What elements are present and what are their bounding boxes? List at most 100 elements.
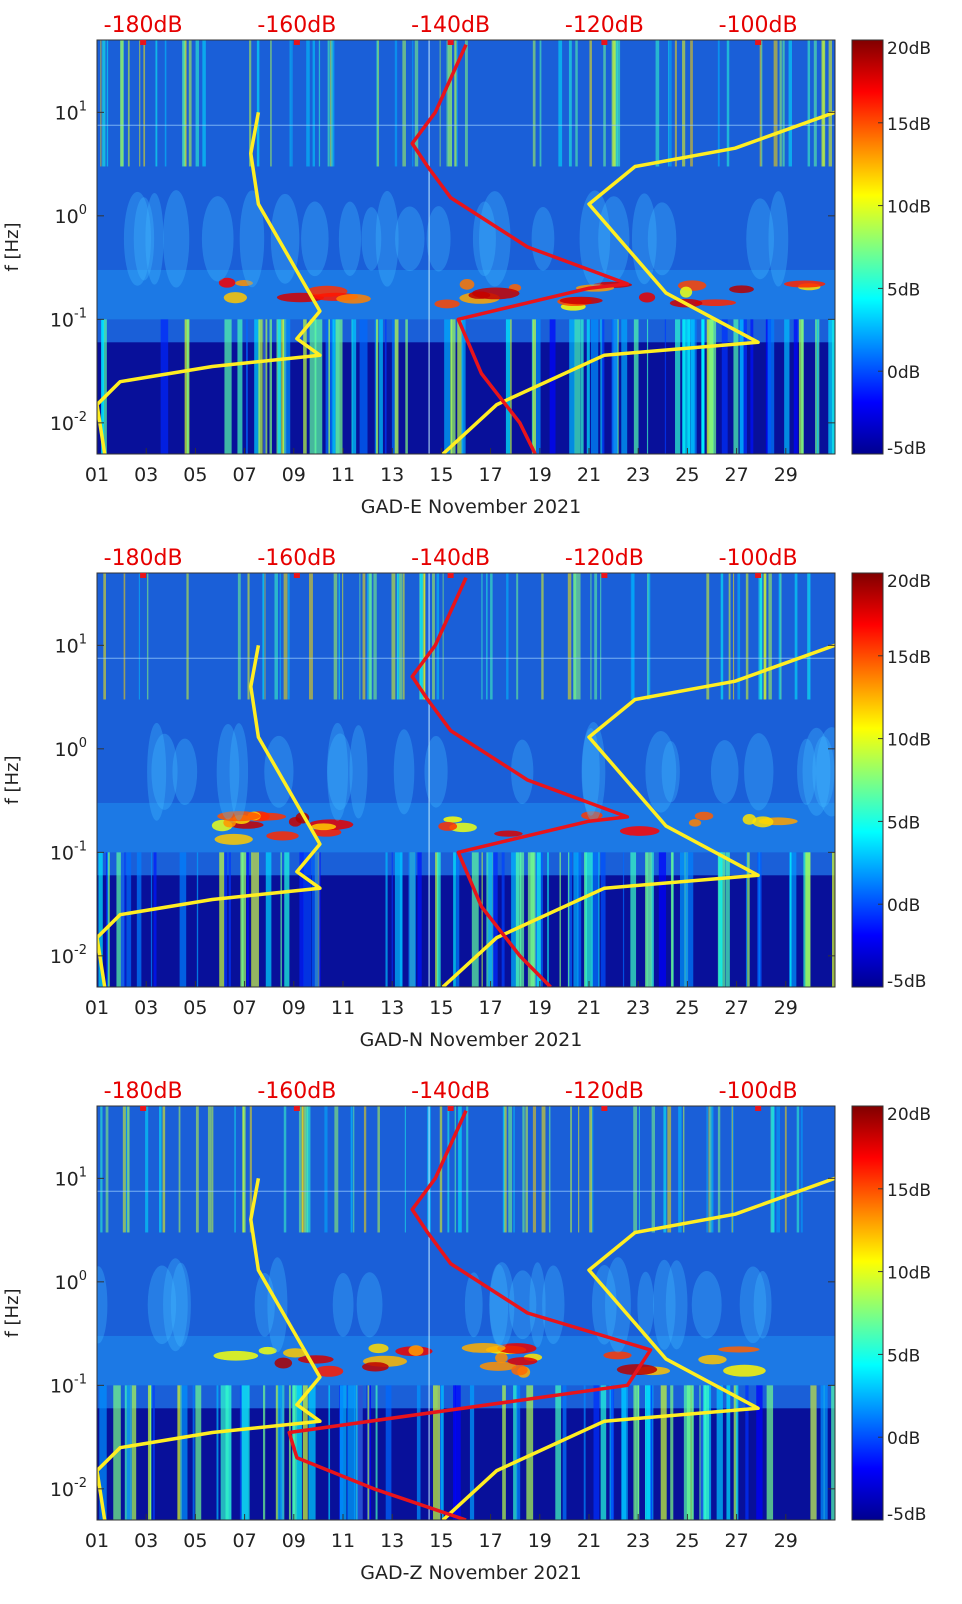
microseism-peak [495,1352,508,1364]
noise-streak [403,573,405,700]
noise-streak [274,573,278,700]
storm-column [391,852,393,987]
y-tick-label: 100 [55,1269,87,1294]
storm-column [296,1385,302,1520]
noise-streak [202,40,206,167]
storm-column [650,852,654,987]
noise-streak [442,573,444,700]
microseism-peak [694,299,737,307]
colorbar-label: 0dB [887,363,920,383]
plume [163,1258,188,1352]
plume [812,736,835,808]
noise-streak [287,573,290,700]
storm-column [621,1385,627,1520]
top-axis-tick [140,573,147,578]
storm-column [269,319,272,454]
colorbar-label: -5dB [887,972,926,992]
noise-streak [794,573,798,700]
storm-column [793,319,798,454]
top-axis-label: -100dB [719,546,798,571]
noise-streak [539,40,542,167]
storm-column [394,852,403,987]
noise-streak [195,40,199,167]
x-tick-label: 17 [479,997,503,1019]
x-tick-label: 09 [282,1530,306,1552]
noise-streak [667,1106,672,1233]
colorbar-label: 5dB [887,1346,920,1366]
microseism-peak [581,811,603,820]
plume [356,1272,383,1338]
plume [123,191,151,286]
microseism-peak [434,299,460,309]
storm-column [457,319,463,454]
noise-streak [796,1106,800,1233]
colorbar-label: -5dB [887,439,926,459]
storm-column [505,319,511,454]
noise-streak [123,573,126,700]
storm-column [679,852,688,987]
noise-streak [778,573,781,700]
noise-streak [800,1106,803,1233]
storm-column [567,852,573,987]
plume [170,1262,191,1347]
noise-streak [306,40,310,167]
top-axis-label: -160dB [257,13,336,38]
noise-streak [513,1106,515,1233]
noise-streak [717,40,720,167]
microseism-peak [511,1364,528,1376]
plume [653,1259,676,1350]
noise-streak [655,40,660,167]
storm-column [281,319,287,454]
storm-column [660,1385,667,1520]
storm-column [600,1385,607,1520]
noise-streak [761,40,763,167]
storm-column [828,319,835,454]
noise-streak [188,40,192,167]
top-axis-label: -120dB [565,1079,644,1104]
curve-yellow-high [441,1176,835,1520]
noise-streak [486,573,488,700]
storm-column [437,852,441,987]
plume [151,733,178,810]
plume [661,741,680,803]
noise-streak [464,40,468,167]
colorbar [851,39,884,455]
noise-streak [522,1106,525,1233]
curve-red [410,43,630,454]
storm-column [246,852,249,987]
plume [511,739,534,804]
storm-column [241,1385,250,1520]
colorbar-label: 5dB [887,813,920,833]
storm-column [756,1385,763,1520]
y-tick-label: 10-2 [50,1476,87,1501]
noise-streak [333,573,338,700]
noise-streak [105,1106,109,1233]
storm-column [351,319,353,454]
storm-column [251,852,259,987]
noise-streak [633,1106,638,1233]
noise-streak [234,1106,236,1233]
storm-column [328,1385,331,1520]
microseism-peak [223,292,248,304]
storm-column [610,1385,615,1520]
noise-streak [359,573,361,700]
storm-column [179,852,187,987]
storm-column [331,319,336,454]
colorbar-label: 0dB [887,896,920,916]
noise-streak [481,573,483,700]
noise-streak [247,573,250,700]
storm-column [258,319,263,454]
noise-streak [159,1106,162,1233]
noise-streak [145,1106,149,1233]
storm-column [254,319,260,454]
top-axis-tick [601,573,608,578]
microseism-peak [723,1364,766,1377]
storm-column [375,1385,378,1520]
storm-column [831,852,835,987]
storm-column [196,852,199,987]
noise-streak [508,1106,513,1233]
colorbar-label: 20dB [887,1105,931,1125]
storm-column [308,1385,316,1520]
storm-column [703,1385,710,1520]
plume [542,1265,565,1345]
